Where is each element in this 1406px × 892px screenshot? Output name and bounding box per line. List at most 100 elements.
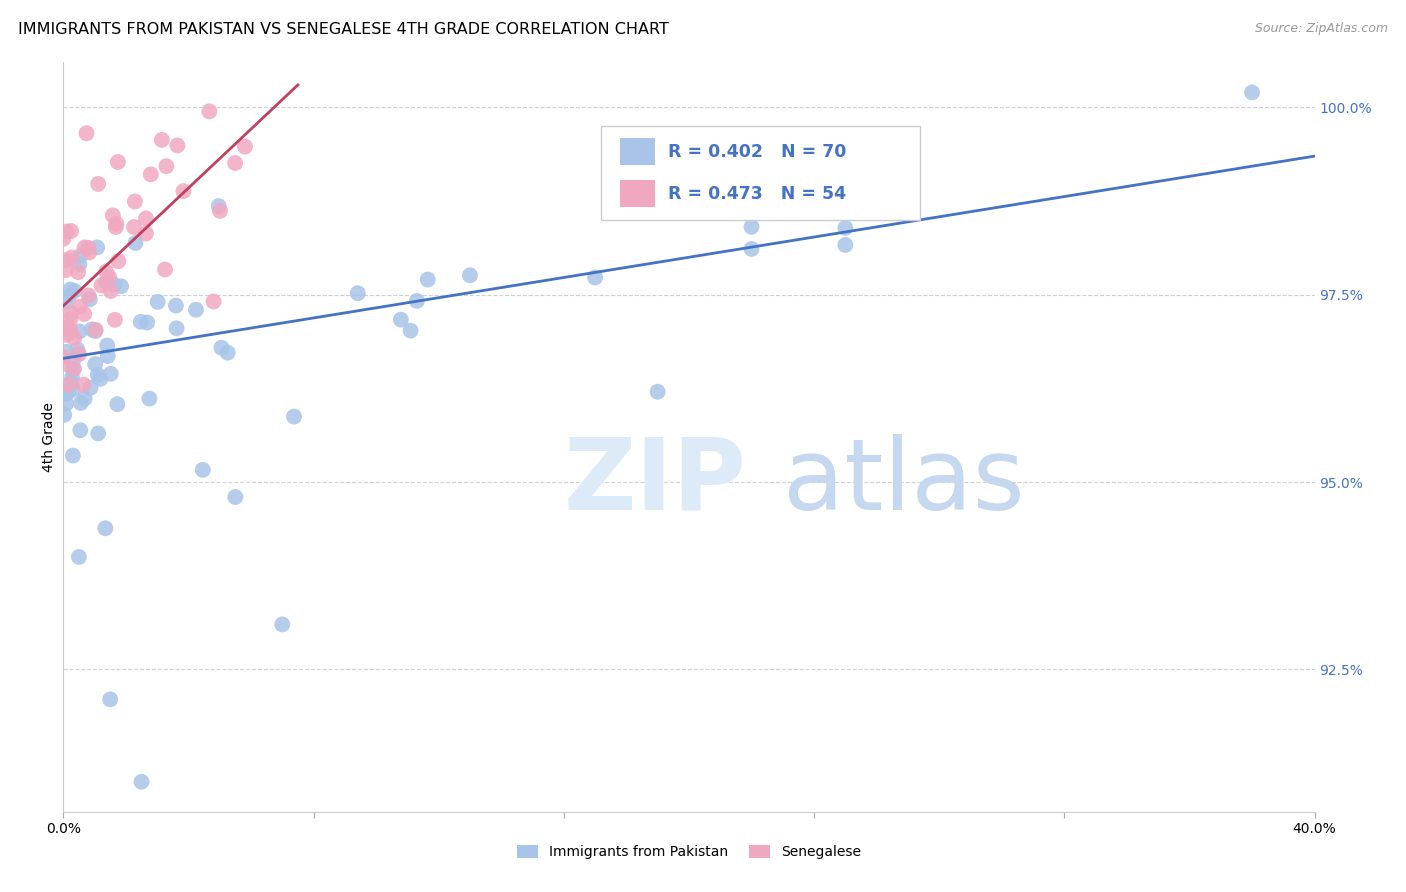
Point [79,293,101,307]
Point [135,227,157,241]
Point [583,270,606,285]
Point [62,362,84,376]
Point [150,133,173,147]
Point [79,381,101,395]
Point [77,288,100,302]
Point [166,138,188,153]
Point [79,245,101,260]
Point [84,357,107,371]
Point [53,357,76,371]
Point [172,184,194,198]
Point [66,343,89,357]
Point [55,263,77,277]
Point [105,217,128,231]
Point [73,307,96,321]
Point [97,349,120,363]
Point [124,194,146,209]
Text: R = 0.402   N = 70: R = 0.402 N = 70 [668,143,846,161]
Bar [620,138,655,165]
Point [399,324,422,338]
Point [741,219,763,234]
Point [98,692,121,706]
Point [52,232,75,246]
Text: IMMIGRANTS FROM PAKISTAN VS SENEGALESE 4TH GRADE CORRELATION CHART: IMMIGRANTS FROM PAKISTAN VS SENEGALESE 4… [18,22,669,37]
Point [60,251,83,265]
Point [77,241,100,255]
Point [103,277,125,292]
Point [55,344,77,359]
Point [84,324,107,338]
Point [208,203,231,218]
Point [135,211,157,226]
Point [55,224,77,238]
Point [94,521,117,535]
Point [55,253,77,268]
Point [53,387,76,401]
Point [69,325,91,339]
Point [60,224,83,238]
Point [138,392,160,406]
Point [233,139,256,153]
Point [60,306,83,320]
Point [224,490,246,504]
Point [202,294,225,309]
Point [58,377,80,392]
Point [100,367,122,381]
Bar [620,180,655,207]
Point [69,396,91,410]
Point [217,345,239,359]
Point [136,316,159,330]
Point [55,396,77,410]
Point [110,279,132,293]
Point [100,284,122,298]
Point [191,463,214,477]
Point [53,408,76,422]
Point [131,774,153,789]
Point [271,617,294,632]
Point [146,294,169,309]
Point [104,313,127,327]
Point [89,372,111,386]
Point [53,324,76,338]
Point [104,220,127,235]
Point [458,268,481,283]
Point [60,376,83,390]
Point [647,384,669,399]
Point [98,270,121,285]
Point [63,361,86,376]
Point [224,156,246,170]
Point [101,208,124,222]
Point [69,423,91,437]
Point [389,312,412,326]
Point [346,286,368,301]
Point [406,293,429,308]
Point [55,295,77,310]
Point [59,311,82,326]
Point [1241,86,1264,100]
Point [124,235,146,250]
Point [67,265,90,279]
Point [67,257,90,271]
Point [208,199,231,213]
Point [59,283,82,297]
Point [107,155,129,169]
Point [56,319,79,334]
Point [166,321,188,335]
Point [165,299,187,313]
Text: ZIP: ZIP [564,434,747,531]
Point [63,331,86,345]
FancyBboxPatch shape [602,126,921,219]
Point [105,397,128,411]
Point [834,238,856,252]
Point [90,278,112,293]
Text: atlas: atlas [783,434,1025,531]
Point [416,272,439,286]
Point [60,370,83,384]
Point [96,338,118,352]
Point [283,409,305,424]
Point [139,167,162,181]
Legend: Immigrants from Pakistan, Senegalese: Immigrants from Pakistan, Senegalese [512,839,866,864]
Point [184,302,207,317]
Point [129,315,152,329]
Point [153,262,176,277]
